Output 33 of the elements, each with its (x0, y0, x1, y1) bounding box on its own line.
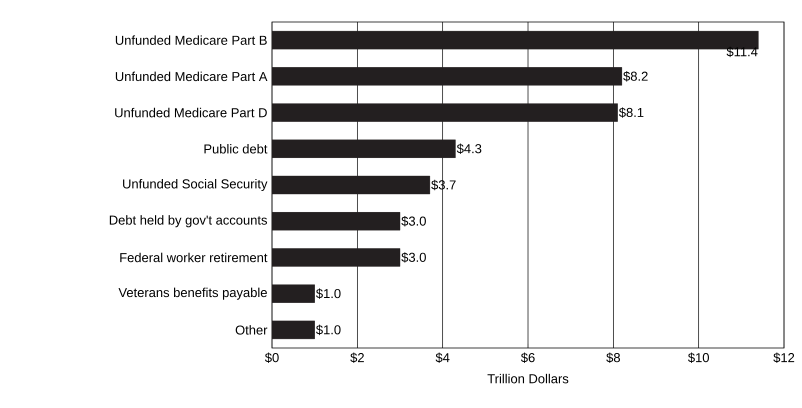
x-axis-title: Trillion Dollars (488, 374, 568, 384)
bar (272, 320, 315, 340)
bar (272, 103, 618, 122)
y-tick-label: Unfunded Medicare Part D (115, 108, 267, 118)
data-label: $3.0 (401, 216, 426, 226)
y-tick-label: Unfunded Medicare Part A (116, 72, 268, 82)
x-tick-label: $2 (350, 352, 364, 363)
y-tick-label: Unfunded Social Security (123, 178, 268, 192)
bar (272, 284, 315, 303)
data-label: $8.1 (618, 107, 644, 118)
x-tick-label: $8 (606, 352, 620, 363)
bar (272, 212, 400, 230)
bar (272, 176, 430, 194)
y-tick-label: Veterans benefits payable (118, 288, 267, 300)
y-tick-label: Debt held by gov't accounts (110, 215, 267, 228)
data-label: $8.2 (623, 71, 648, 82)
data-label: $11.4 (726, 46, 758, 58)
data-label: $4.3 (456, 144, 482, 154)
data-label: $3.0 (401, 252, 426, 263)
data-label: $1.0 (316, 324, 341, 336)
y-tick-label: Other (236, 325, 268, 335)
y-tick-label: Federal worker retirement (120, 252, 268, 262)
y-tick-label: Public debt (204, 144, 268, 154)
x-tick-label: $6 (520, 352, 535, 363)
data-label: $1.0 (316, 288, 341, 299)
bar (272, 248, 400, 267)
x-tick-label: $10 (688, 352, 709, 363)
bar (272, 140, 456, 158)
x-tick-label: $12 (773, 352, 794, 363)
x-tick-label: $0 (264, 352, 279, 363)
x-tick-label: $4 (436, 352, 450, 363)
bar (272, 67, 622, 86)
y-tick-label: Unfunded Medicare Part B (116, 35, 267, 45)
